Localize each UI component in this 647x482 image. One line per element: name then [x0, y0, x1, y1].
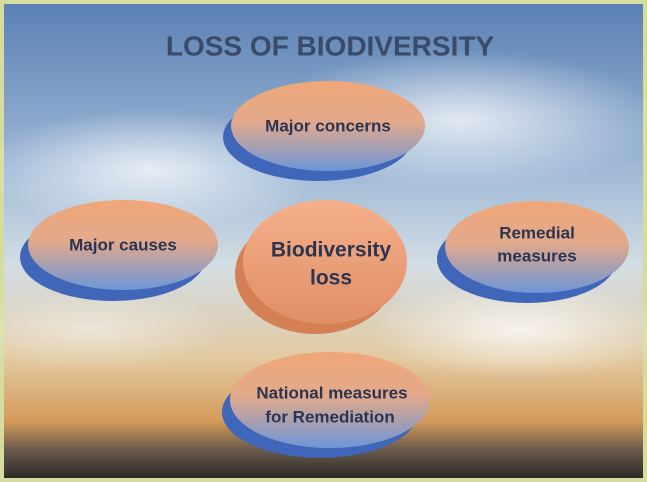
- title: LOSS OF BIODIVERSITY: [166, 30, 495, 61]
- node-label: Major concerns: [265, 116, 391, 135]
- node-shape: [243, 200, 407, 324]
- node-label: Major causes: [69, 235, 177, 254]
- node-label: loss: [310, 267, 352, 290]
- node-label: Biodiversity: [271, 239, 392, 262]
- node-label: Remedial: [499, 223, 575, 242]
- slide: LOSS OF BIODIVERSITY Major concerns Majo…: [0, 0, 647, 482]
- node-label: for Remediation: [265, 407, 394, 426]
- node-label: measures: [497, 246, 576, 265]
- node-label: National measures: [256, 383, 407, 402]
